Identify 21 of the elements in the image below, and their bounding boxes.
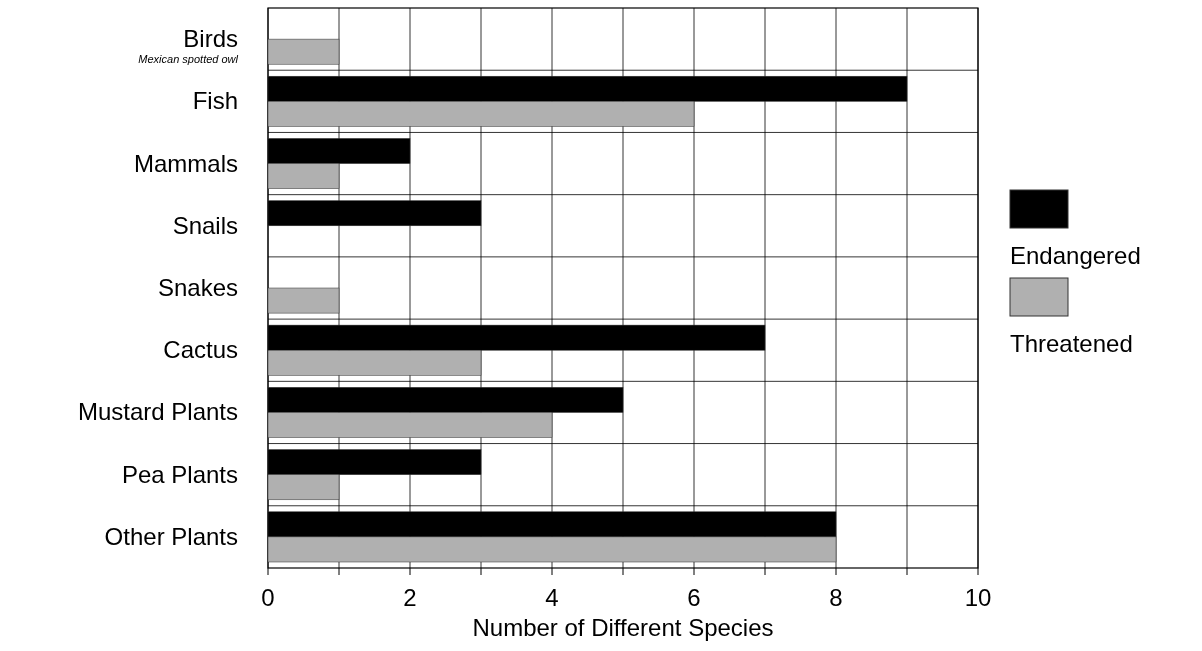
x-axis-title: Number of Different Species xyxy=(472,614,774,641)
legend-label: Threatened xyxy=(1010,330,1133,357)
x-tick-label: 8 xyxy=(829,584,843,611)
x-tick-label: 10 xyxy=(964,584,992,611)
y-tick-label: Birds xyxy=(183,25,238,53)
y-tick-label: Snakes xyxy=(157,274,238,301)
y-tick-label: Mammals xyxy=(133,149,238,177)
y-tick-label: Pea Plants xyxy=(121,460,238,488)
text: Mexican spotted owl xyxy=(138,53,239,66)
y-tick-label: Snails xyxy=(172,211,238,239)
bar xyxy=(267,38,340,65)
x-tick-label: 2 xyxy=(403,584,417,611)
y-tick-label: Cactus xyxy=(163,336,238,364)
y-tick-label: Fish xyxy=(192,87,238,115)
x-tick-label: 0 xyxy=(261,584,275,611)
legend-label: Endangered xyxy=(1010,242,1141,269)
x-tick-label: 4 xyxy=(545,584,559,611)
y-tick-label: Mustard Plants xyxy=(77,398,238,426)
x-tick-label: 6 xyxy=(687,584,701,611)
y-tick-label: Other Plants xyxy=(104,522,238,550)
bar xyxy=(267,287,340,314)
